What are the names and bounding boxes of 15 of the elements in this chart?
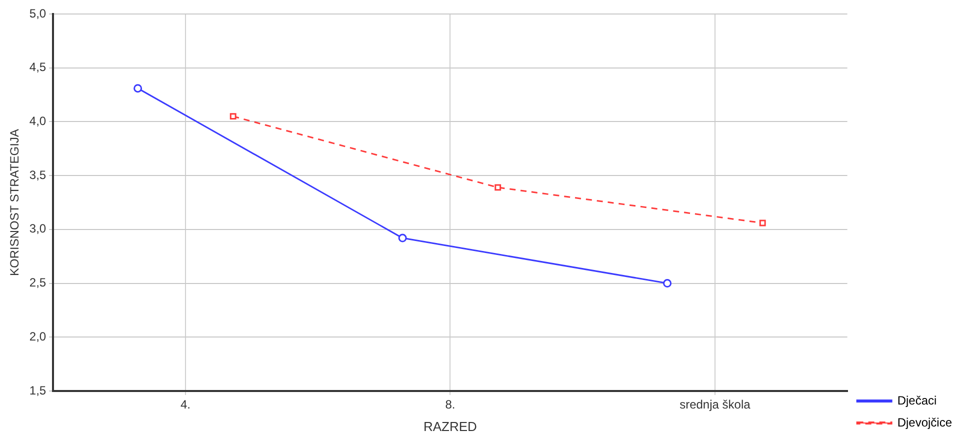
- y-tick-label: 4,0: [29, 114, 46, 128]
- legend-label: Djevojčice: [897, 415, 952, 430]
- y-axis-title: KORISNOST STRATEGIJA: [8, 129, 22, 276]
- y-tick-label: 1,5: [29, 383, 46, 398]
- y-tick-label: 2,0: [29, 329, 46, 344]
- legend-label: Dječaci: [897, 393, 937, 408]
- x-tick-label: srednja škola: [680, 398, 751, 412]
- x-tick-label: 4.: [180, 398, 190, 412]
- y-tick-label: 4,5: [29, 60, 46, 74]
- x-tick-label: 8.: [445, 398, 456, 412]
- y-tick-label: 3,0: [29, 222, 46, 236]
- y-tick-label: 3,5: [29, 168, 46, 182]
- y-tick-label: 5,0: [29, 6, 46, 20]
- x-axis-title: RAZRED: [423, 418, 477, 434]
- y-tick-label: 2,5: [29, 276, 46, 290]
